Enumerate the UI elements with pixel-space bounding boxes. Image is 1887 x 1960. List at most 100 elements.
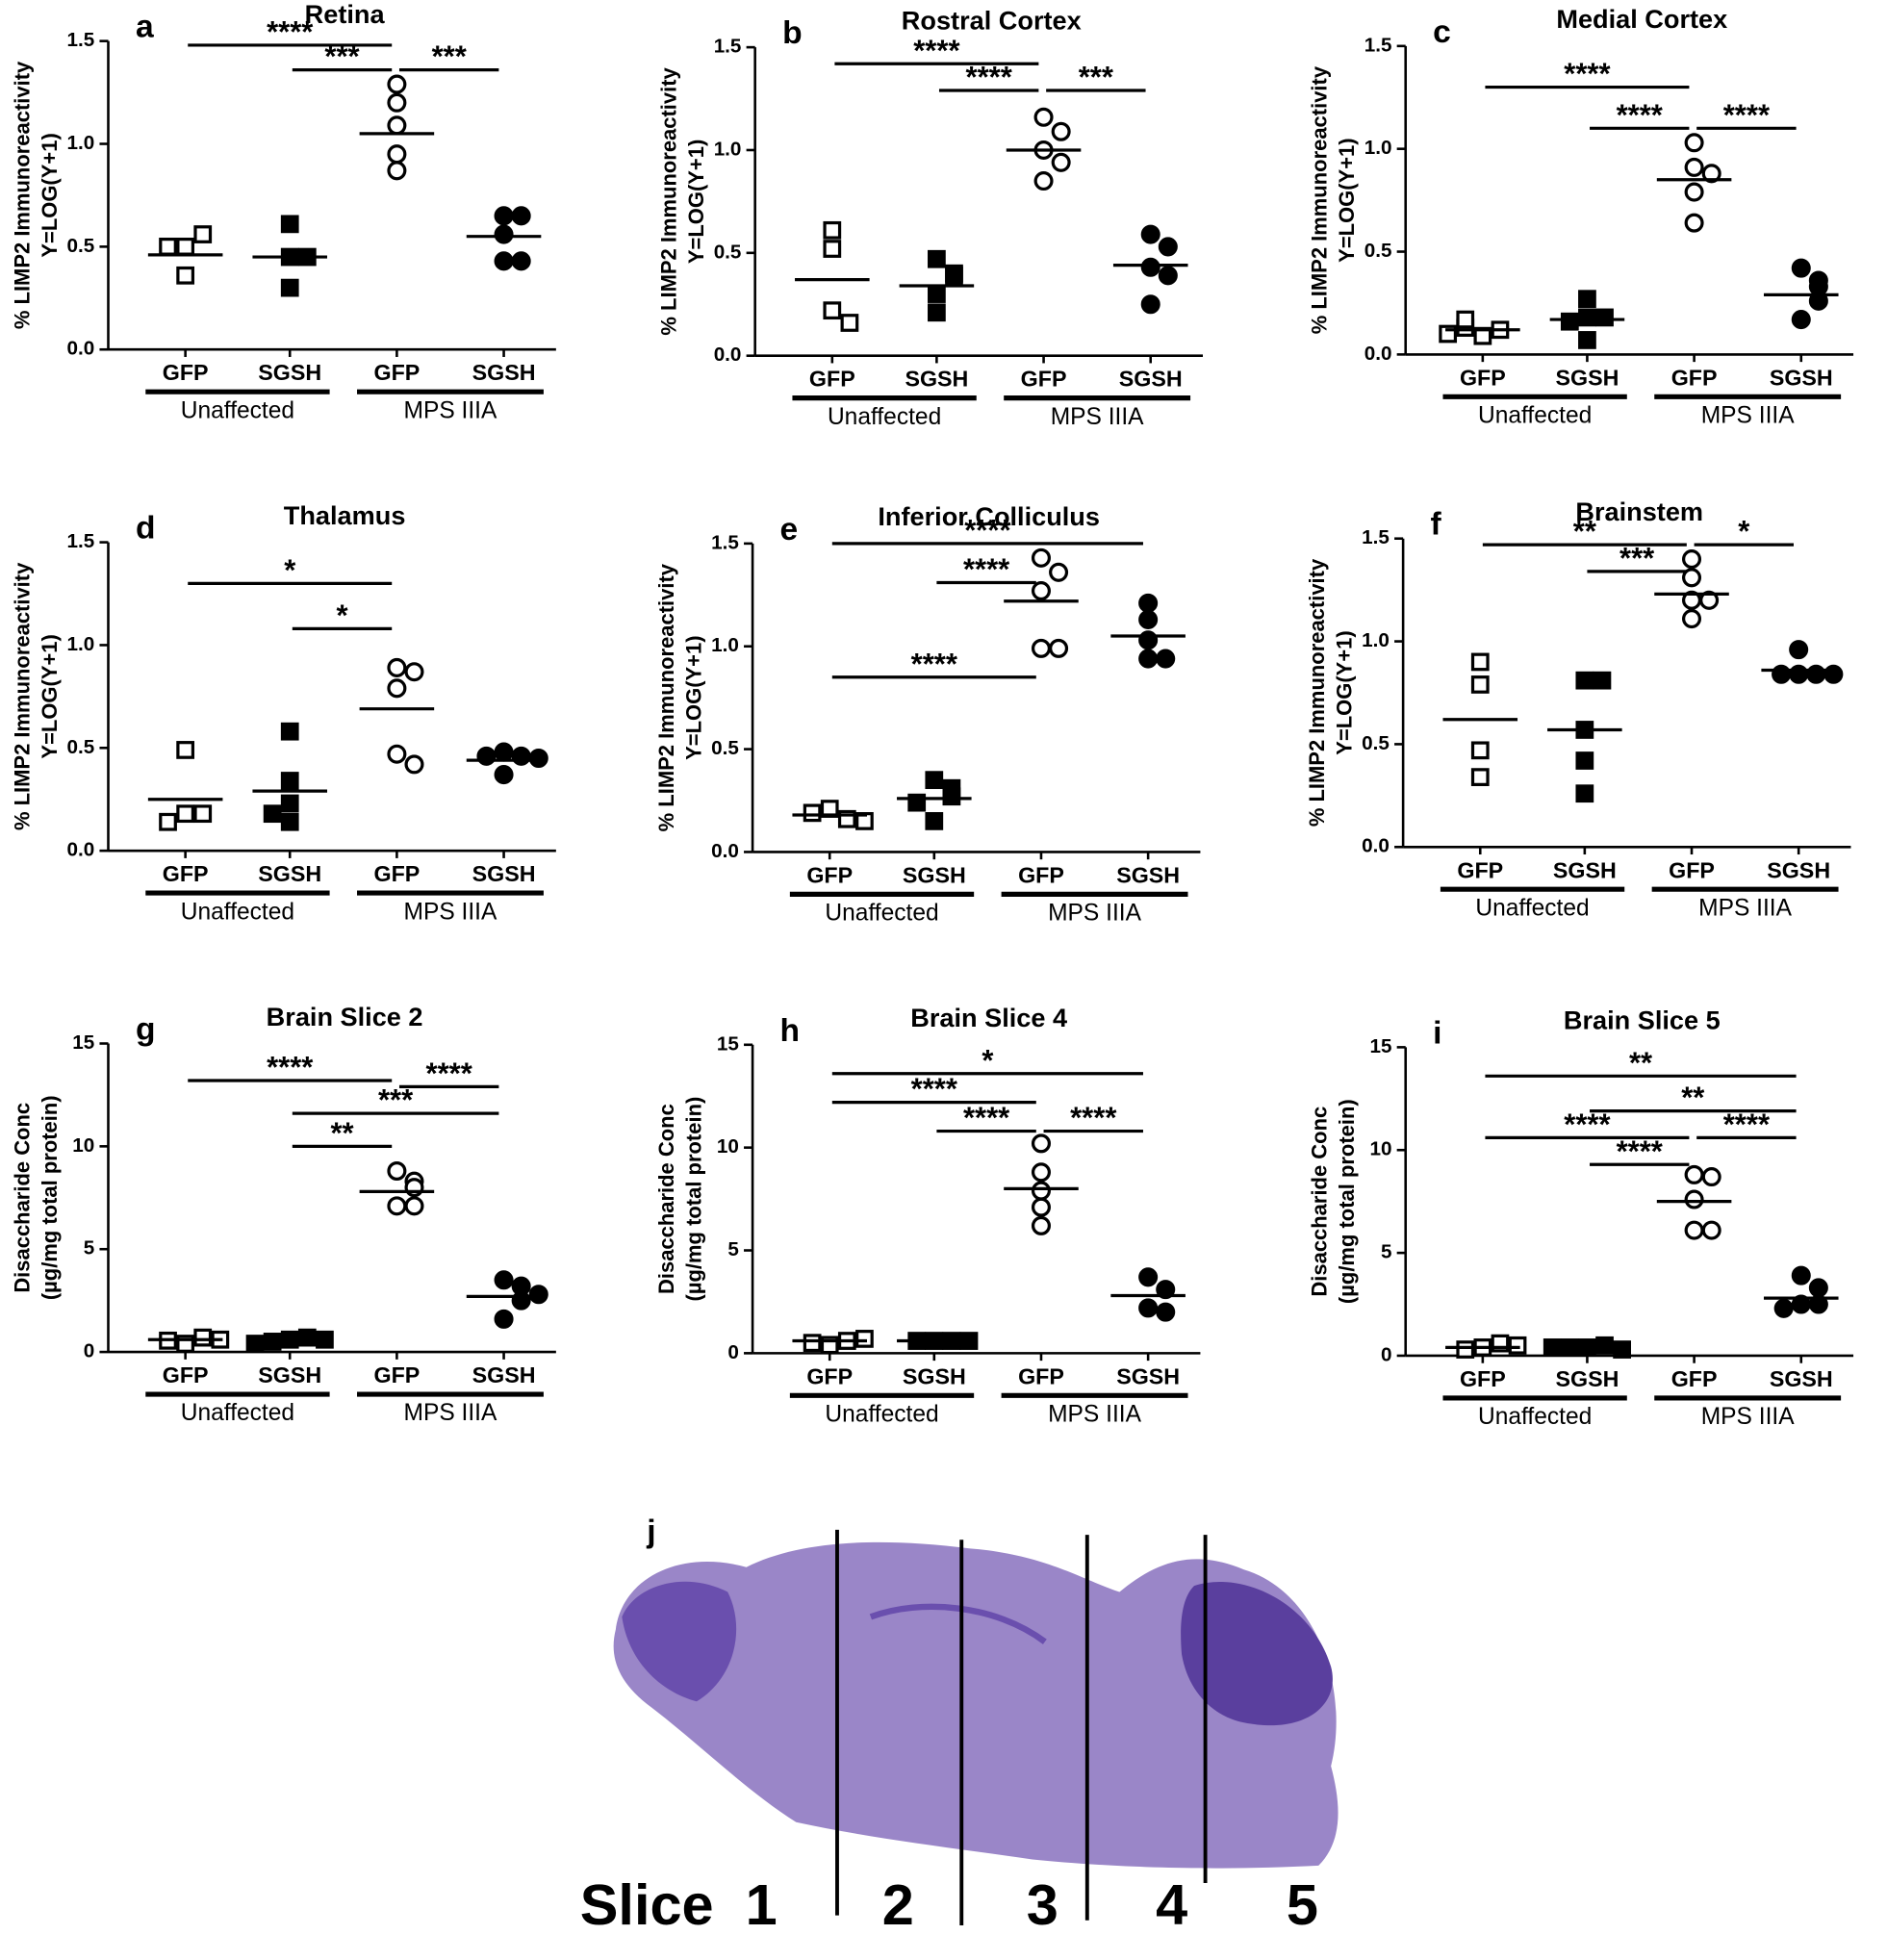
data-point (387, 744, 407, 764)
data-point (1156, 649, 1176, 669)
data-point (176, 266, 195, 285)
y-axis-label: % LIMP2 Immunoreactivity (1305, 558, 1329, 827)
significance-label: **** (1564, 57, 1611, 90)
slice-number: 2 (882, 1872, 914, 1937)
data-point (494, 206, 514, 226)
data-point (1613, 1340, 1631, 1359)
y-tick-label: 5 (1381, 1241, 1391, 1263)
data-point (494, 742, 514, 762)
data-point (494, 765, 514, 785)
x-tick-label: GFP (373, 360, 420, 385)
data-point (823, 301, 842, 320)
significance-label: * (982, 1043, 994, 1077)
y-tick-label: 1.5 (1362, 526, 1390, 548)
data-point (1578, 308, 1596, 327)
y-tick-label: 1.0 (67, 132, 95, 154)
group-label: Unaffected (825, 901, 938, 927)
data-point (942, 787, 961, 806)
significance-label: **** (911, 1072, 958, 1106)
x-tick-label: SGSH (258, 861, 321, 886)
data-point (1684, 182, 1704, 202)
data-point (176, 804, 195, 824)
x-tick-label: SGSH (1555, 365, 1619, 390)
y-axis-label: % LIMP2 Immunoreactivity (654, 563, 678, 831)
data-point (1701, 1167, 1721, 1187)
chart-title: Brainstem (1575, 496, 1703, 526)
hippocampus (869, 1603, 1047, 1644)
data-point (528, 748, 548, 768)
data-point (387, 678, 407, 699)
chart-title: Inferior Colliculus (878, 501, 1100, 531)
y-tick-label: 5 (84, 1237, 95, 1260)
y-tick-label: 0.5 (711, 737, 739, 759)
panel-letter: b (782, 15, 803, 51)
y-axis-label: Y=LOG(Y+1) (684, 140, 708, 264)
data-point (263, 1333, 282, 1351)
data-point (1595, 308, 1614, 327)
significance-label: *** (1619, 541, 1655, 574)
y-tick-label: 15 (1369, 1035, 1391, 1057)
data-point (928, 249, 946, 268)
significance-label: **** (963, 1101, 1010, 1134)
x-tick-label: SGSH (472, 1362, 536, 1387)
y-tick-label: 0.5 (1362, 732, 1390, 754)
y-axis-label: Y=LOG(Y+1) (681, 635, 705, 759)
data-point (387, 1196, 407, 1216)
data-point (387, 1160, 407, 1182)
data-point (823, 220, 842, 240)
significance-label: **** (1723, 1107, 1771, 1141)
data-point (297, 1328, 317, 1347)
data-point (1140, 257, 1160, 277)
group-label: MPS IIIA (1048, 901, 1141, 927)
data-point (193, 225, 213, 243)
data-point (280, 772, 299, 790)
x-tick-label: GFP (1669, 857, 1715, 882)
y-tick-label: 5 (727, 1238, 739, 1260)
group-label: MPS IIIA (404, 899, 497, 925)
x-tick-label: GFP (163, 360, 209, 385)
data-point (1699, 590, 1720, 610)
group-label: Unaffected (825, 1401, 938, 1427)
data-point (193, 804, 213, 824)
x-tick-label: SGSH (472, 360, 536, 385)
data-point (855, 1330, 874, 1348)
x-tick-label: SGSH (258, 360, 321, 385)
y-axis-label: % LIMP2 Immunoreactivity (1308, 65, 1332, 334)
data-point (925, 771, 944, 790)
data-point (1575, 784, 1594, 803)
y-axis-label: (µg/mg total protein) (681, 1097, 705, 1302)
significance-label: **** (267, 14, 314, 48)
x-tick-label: GFP (1460, 365, 1506, 390)
data-point (925, 812, 944, 830)
x-tick-label: GFP (1018, 1363, 1064, 1388)
data-point (494, 1270, 514, 1290)
x-tick-label: SGSH (1555, 1366, 1619, 1391)
data-point (1578, 290, 1596, 309)
data-point (528, 1285, 548, 1305)
data-point (280, 794, 299, 813)
group-label: MPS IIIA (1701, 1404, 1795, 1430)
y-tick-label: 0.5 (714, 241, 742, 263)
panel-letter: i (1433, 1015, 1441, 1051)
x-tick-label: GFP (373, 1362, 420, 1387)
data-point (1508, 1336, 1527, 1355)
data-point (1049, 562, 1069, 582)
significance-label: **** (964, 513, 1011, 547)
x-tick-label: SGSH (1767, 857, 1830, 882)
data-point (1138, 593, 1159, 613)
data-point (1031, 638, 1051, 658)
significance-label: ** (1681, 1081, 1705, 1114)
data-point (1578, 331, 1596, 349)
group-label: MPS IIIA (404, 1400, 497, 1426)
x-tick-label: GFP (1671, 1366, 1718, 1391)
data-point (1049, 638, 1069, 658)
group-label: MPS IIIA (404, 397, 497, 423)
significance-label: ** (1629, 1046, 1653, 1080)
data-point (1158, 237, 1178, 257)
data-point (1031, 1162, 1051, 1183)
x-tick-label: SGSH (905, 367, 968, 392)
y-tick-label: 0.0 (1362, 835, 1390, 857)
y-tick-label: 0.5 (67, 736, 95, 758)
group-label: MPS IIIA (1048, 1401, 1141, 1427)
data-point (1031, 1181, 1051, 1201)
